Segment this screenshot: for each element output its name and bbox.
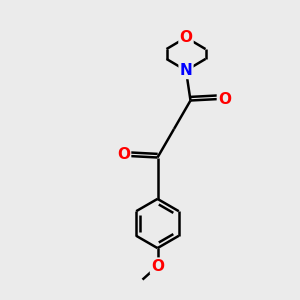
Text: O: O xyxy=(218,92,231,106)
Text: O: O xyxy=(117,147,130,162)
Text: O: O xyxy=(179,30,193,45)
Text: N: N xyxy=(180,63,192,78)
Text: O: O xyxy=(151,259,164,274)
